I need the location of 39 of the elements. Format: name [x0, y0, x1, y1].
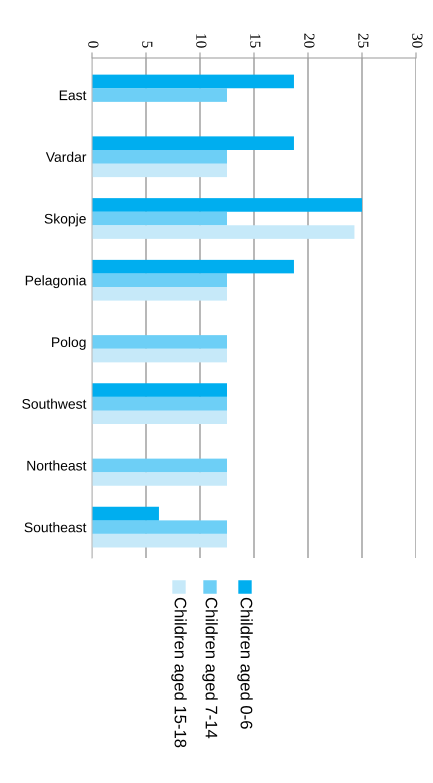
bar [92, 534, 227, 548]
bar [92, 260, 294, 274]
bar [92, 396, 227, 410]
x-tick-label: 0 [88, 41, 98, 48]
bar [92, 458, 227, 472]
y-tick-label: East [60, 90, 86, 100]
y-tick-label: Skopje [44, 213, 86, 226]
bar [92, 198, 362, 212]
legend-label: Children aged 7-14 [202, 598, 218, 738]
y-tick-label: Southeast [24, 522, 86, 532]
bar [92, 150, 227, 164]
bar [92, 335, 227, 349]
x-tick-label: 30 [412, 34, 422, 48]
y-tick-label: Pelagonia [26, 275, 86, 288]
bar [92, 74, 294, 88]
bar [92, 348, 227, 362]
bar [92, 88, 227, 102]
y-tick-label: Northeast [27, 460, 86, 471]
bar [92, 287, 227, 301]
bar [92, 164, 227, 178]
y-tick-label: Vardar [46, 152, 86, 162]
y-tick-label: Polog [52, 336, 86, 350]
bar [92, 273, 227, 288]
bar [92, 136, 294, 150]
x-tick-label: 15 [250, 34, 260, 48]
x-tick-label: 5 [142, 42, 152, 48]
x-tick-label: 20 [304, 34, 314, 48]
legend-label: Children aged 0-6 [237, 598, 253, 729]
bar [92, 225, 354, 239]
x-tick-label: 10 [196, 34, 206, 48]
y-tick-label: Southwest [22, 398, 86, 409]
bar [92, 472, 227, 486]
bar [92, 383, 227, 397]
bar [92, 506, 159, 520]
bar [92, 212, 227, 226]
legend-label: Children aged 15-18 [171, 598, 187, 748]
bar [92, 410, 227, 424]
x-tick-label: 25 [358, 34, 368, 48]
bar [92, 520, 227, 534]
